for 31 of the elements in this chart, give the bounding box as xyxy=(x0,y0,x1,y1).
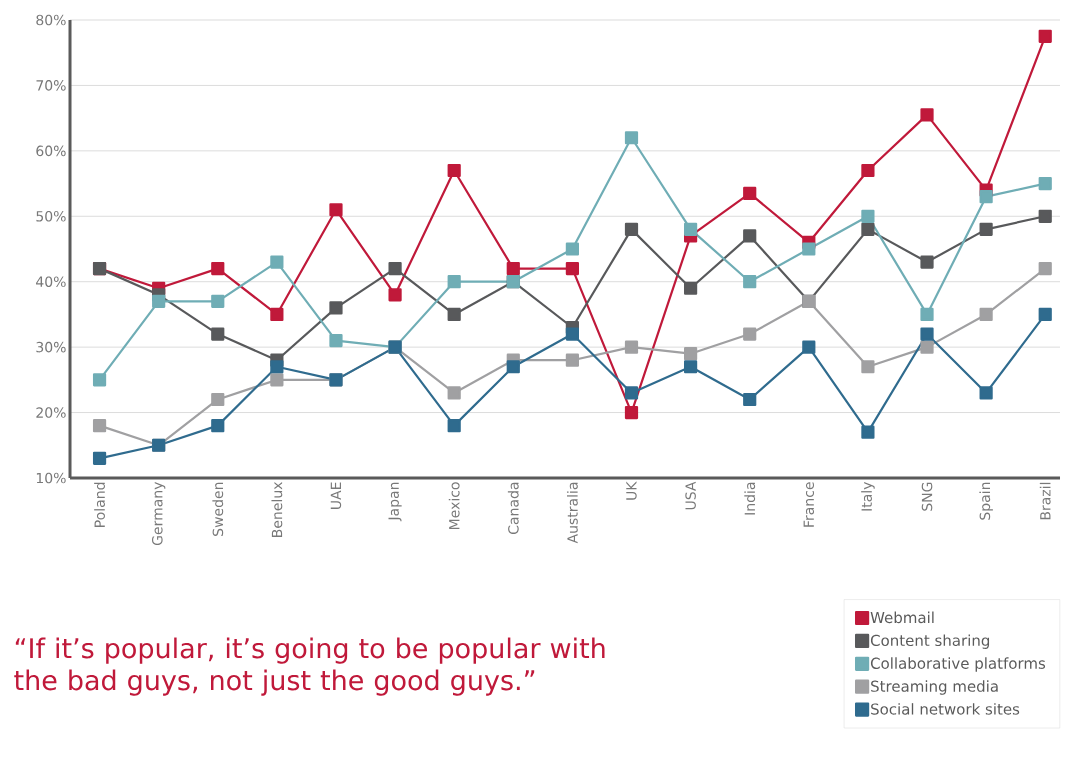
legend-label: Webmail xyxy=(870,611,934,624)
x-tick-label: UAE xyxy=(330,482,342,509)
legend-label: Social network sites xyxy=(871,703,1020,715)
text: “If it’s popular, it’s going to be popular with the bad guys, not just the good guys.” xyxy=(14,637,605,696)
legend-label: Content sharing xyxy=(870,634,990,649)
y-tick-label: 10% xyxy=(36,472,66,484)
y-tick-label: 40% xyxy=(36,276,66,288)
y-tick-label: 20% xyxy=(36,407,66,418)
x-tick-label: Japan xyxy=(388,482,402,522)
x-tick-label: Australia xyxy=(566,482,578,544)
x-tick-label: UK xyxy=(626,481,637,500)
y-tick-label: 60% xyxy=(36,145,66,157)
x-tick-label: Italy xyxy=(861,481,875,511)
x-tick-label: Benelux xyxy=(271,481,283,537)
y-tick-label: 80% xyxy=(36,14,66,26)
legend-label: Streaming media xyxy=(871,680,998,695)
x-tick-label: Brazil xyxy=(1039,482,1051,520)
x-tick-label: SNG xyxy=(921,482,933,511)
x-tick-label: France xyxy=(803,482,815,527)
x-tick-label: Mexico xyxy=(448,482,460,530)
legend-label: Collaborative platforms xyxy=(870,657,1046,672)
x-tick-label: USA xyxy=(685,481,696,510)
x-tick-label: India xyxy=(744,482,756,515)
y-tick-label: 50% xyxy=(36,210,66,222)
x-tick-label: Spain xyxy=(979,482,993,520)
x-tick-label: Sweden xyxy=(212,482,224,536)
y-tick-label: 70% xyxy=(36,80,66,91)
x-tick-label: Germany xyxy=(152,481,166,546)
x-tick-label: Poland xyxy=(94,482,105,527)
x-tick-label: Canada xyxy=(507,482,519,535)
y-tick-label: 30% xyxy=(36,341,66,353)
